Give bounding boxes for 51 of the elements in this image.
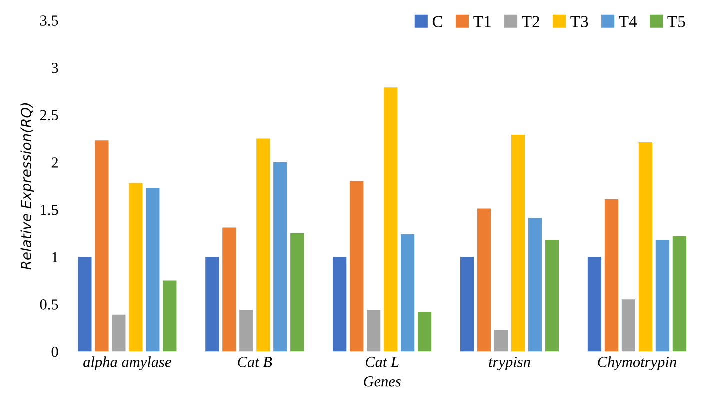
bar — [240, 310, 254, 352]
legend-label: T2 — [522, 16, 540, 28]
bar — [274, 162, 288, 352]
bar — [163, 280, 177, 352]
bar — [604, 199, 619, 352]
y-tick-label: 1.5 — [41, 204, 58, 216]
y-tick-label: 0.5 — [40, 300, 58, 310]
bar — [401, 234, 415, 352]
y-tick-label: 3.5 — [40, 16, 58, 26]
legend-label: C — [432, 16, 442, 28]
bar — [206, 257, 220, 352]
bar — [494, 330, 508, 352]
bar — [638, 142, 652, 352]
bar — [129, 183, 143, 352]
bar — [222, 228, 236, 352]
bar — [656, 240, 670, 352]
bar — [672, 236, 686, 352]
x-tick-label: trypisn — [489, 357, 530, 370]
bar — [545, 240, 560, 352]
bar — [78, 257, 92, 352]
legend-label: T5 — [668, 16, 686, 28]
legend-label: T3 — [570, 16, 588, 28]
y-tick-label: 1 — [52, 252, 58, 262]
y-axis-title: Relative Expression(RQ) — [20, 103, 34, 270]
bar — [528, 218, 542, 352]
bar — [112, 314, 126, 352]
bar — [588, 257, 602, 352]
bar — [333, 257, 347, 352]
bar — [460, 257, 474, 352]
bar — [95, 140, 109, 352]
y-tick-label: 2.5 — [40, 110, 58, 121]
bar — [384, 88, 398, 352]
x-axis-title: Genes — [364, 376, 401, 387]
bar — [367, 310, 381, 352]
bar — [511, 134, 526, 352]
bar — [477, 208, 492, 352]
bar — [418, 312, 432, 352]
bar — [622, 300, 636, 352]
bar — [146, 188, 160, 352]
y-tick-label: 3 — [52, 62, 58, 74]
y-tick-label: 0 — [52, 346, 58, 358]
y-tick-label: 2 — [52, 158, 58, 168]
bar — [350, 181, 364, 352]
x-tick-label: alpha amylase — [84, 356, 172, 370]
x-tick-label: Chymotrypin — [598, 356, 676, 370]
x-tick-label: Cat B — [238, 357, 272, 368]
legend-label: T4 — [619, 16, 638, 28]
bar — [290, 233, 304, 352]
x-tick-label: Cat L — [366, 357, 399, 368]
legend-label: T1 — [474, 16, 491, 28]
bar — [256, 138, 270, 352]
